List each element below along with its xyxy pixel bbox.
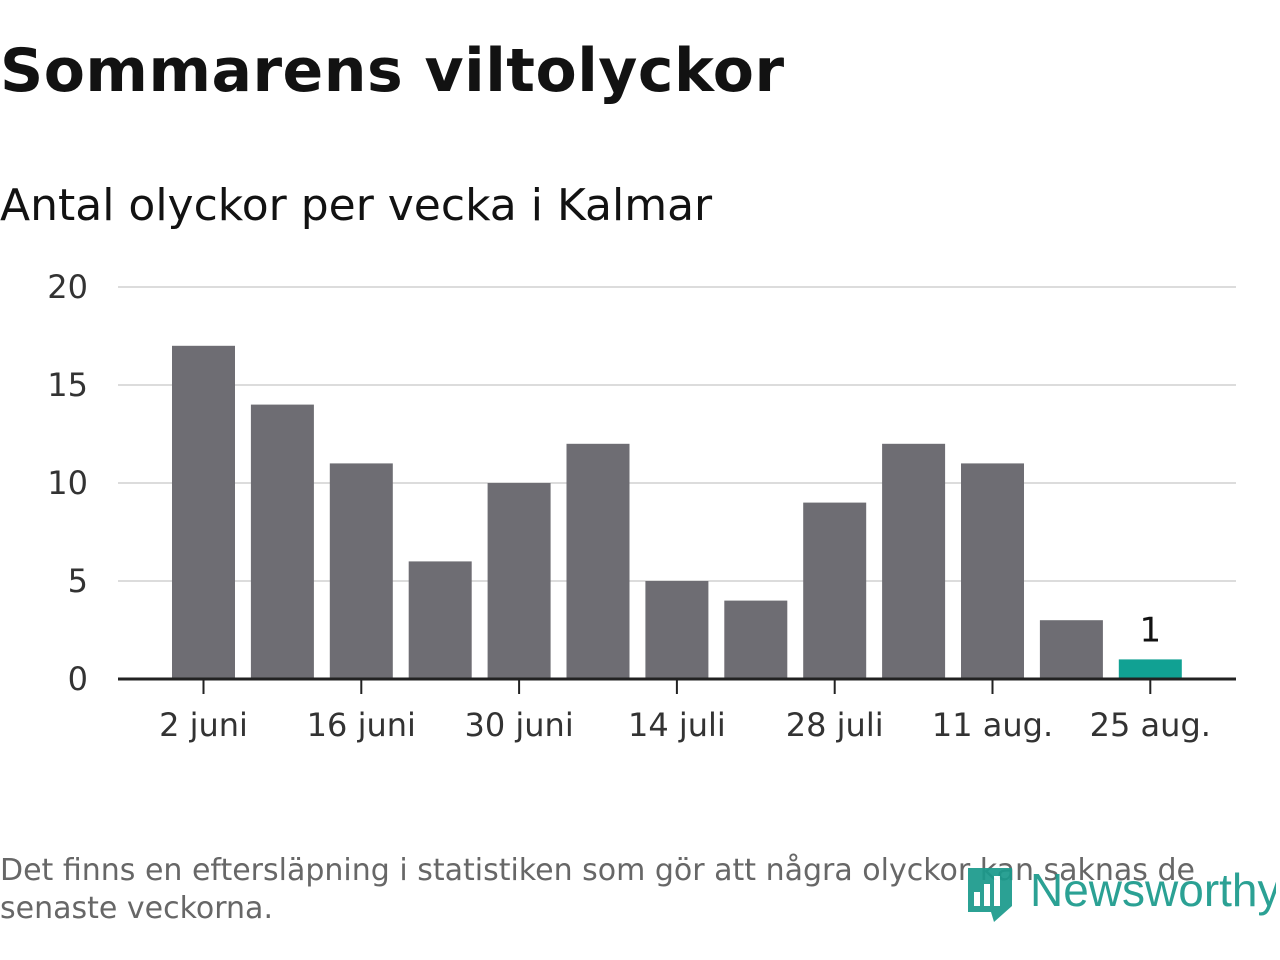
bar-chart: 0 5 10 15 20 2 juni 16 juni 30 juni 14 juli 28 ju… — [47, 268, 1236, 744]
data-label: 1 — [1139, 610, 1161, 650]
bar — [408, 561, 472, 679]
x-tick-label: 2 juni — [159, 706, 248, 744]
bar — [487, 483, 551, 679]
newsworthy-logo: Newsworthy — [968, 864, 1276, 922]
highlighted-bar — [1118, 659, 1182, 679]
bar — [803, 502, 867, 679]
bar-chart-logo-icon — [968, 868, 1012, 922]
x-tick-label: 25 aug. — [1090, 706, 1211, 744]
labels: 0 5 10 15 20 2 juni 16 juni 30 juni 14 juli 28 ju… — [47, 268, 1211, 744]
chart-title: Sommarens viltolyckor — [0, 36, 785, 106]
bar — [566, 443, 630, 679]
bar — [1039, 620, 1103, 679]
bar — [250, 404, 314, 679]
y-tick-label: 10 — [47, 464, 88, 502]
y-tick-label: 5 — [68, 562, 88, 600]
y-tick-label: 20 — [47, 268, 88, 306]
bar — [172, 345, 235, 679]
x-tick-label: 14 juli — [628, 706, 726, 744]
bar — [724, 600, 788, 679]
x-tick-label: 16 juni — [307, 706, 416, 744]
logo-wordmark: Newsworthy — [1030, 864, 1276, 916]
x-tick-label: 30 juni — [464, 706, 573, 744]
x-tick-label: 11 aug. — [932, 706, 1053, 744]
axes — [118, 677, 1236, 694]
bar — [961, 463, 1024, 679]
bar — [645, 581, 709, 679]
bar — [882, 443, 946, 679]
bars — [172, 345, 1182, 679]
y-tick-label: 0 — [68, 660, 88, 698]
bar — [329, 463, 393, 679]
chart-subtitle: Antal olyckor per vecka i Kalmar — [0, 180, 713, 231]
y-tick-label: 15 — [47, 366, 88, 404]
x-tick-label: 28 juli — [786, 706, 884, 744]
